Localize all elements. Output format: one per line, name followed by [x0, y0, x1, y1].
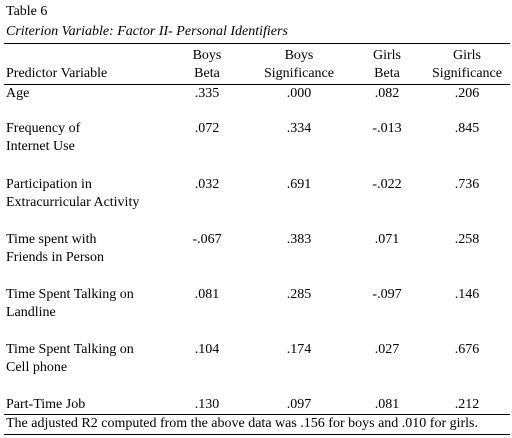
row-label: Landline	[6, 305, 56, 320]
cell-value: .104	[194, 342, 220, 357]
cell-value: .081	[194, 287, 220, 302]
row-label: Participation in	[6, 177, 92, 192]
row-label: Frequency of	[6, 121, 81, 136]
table-title: Table 6	[6, 4, 48, 19]
table-subtitle: Criterion Variable: Factor II- Personal …	[6, 24, 288, 39]
column-header: Beta	[374, 66, 400, 81]
row-label: Friends in Person	[6, 250, 104, 265]
column-header: Boys	[284, 48, 314, 63]
column-header: Significance	[264, 66, 334, 81]
cell-value: -.013	[372, 121, 402, 136]
column-header: Significance	[432, 66, 502, 81]
cell-value: .130	[194, 397, 220, 412]
cell-value: -.097	[372, 287, 402, 302]
cell-value: .082	[374, 86, 400, 101]
cell-value: .285	[286, 287, 312, 302]
cell-value: .334	[286, 121, 312, 136]
rule	[4, 434, 510, 435]
column-header: Boys	[192, 48, 222, 63]
row-label: Time Spent Talking on	[6, 287, 134, 302]
cell-value: .676	[454, 342, 480, 357]
row-label: Age	[6, 86, 30, 101]
row-label: Extracurricular Activity	[6, 195, 140, 210]
cell-value: .027	[374, 342, 400, 357]
row-label: Cell phone	[6, 360, 68, 375]
rule	[4, 43, 510, 44]
row-label: Internet Use	[6, 139, 75, 154]
cell-value: .335	[194, 86, 220, 101]
cell-value: .206	[454, 86, 480, 101]
column-header: Predictor Variable	[6, 66, 108, 81]
cell-value: .212	[454, 397, 480, 412]
table-note: The adjusted R2 computed from the above …	[6, 416, 479, 431]
row-label: Time spent with	[6, 232, 97, 247]
row-label: Part-Time Job	[6, 397, 86, 412]
row-label: Time Spent Talking on	[6, 342, 134, 357]
cell-value: .691	[286, 177, 312, 192]
cell-value: .383	[286, 232, 312, 247]
column-header: Girls	[373, 48, 401, 63]
column-header: Girls	[453, 48, 481, 63]
cell-value: .000	[286, 86, 312, 101]
cell-value: .071	[374, 232, 400, 247]
cell-value: -.067	[192, 232, 222, 247]
cell-value: .736	[454, 177, 480, 192]
cell-value: .081	[374, 397, 400, 412]
cell-value: .146	[454, 287, 480, 302]
cell-value: .032	[194, 177, 220, 192]
cell-value: .258	[454, 232, 480, 247]
rule	[4, 84, 510, 85]
rule	[4, 414, 510, 415]
column-header: Beta	[194, 66, 220, 81]
cell-value: .072	[194, 121, 220, 136]
cell-value: .097	[286, 397, 312, 412]
cell-value: .174	[286, 342, 312, 357]
cell-value: .845	[454, 121, 480, 136]
cell-value: -.022	[372, 177, 402, 192]
